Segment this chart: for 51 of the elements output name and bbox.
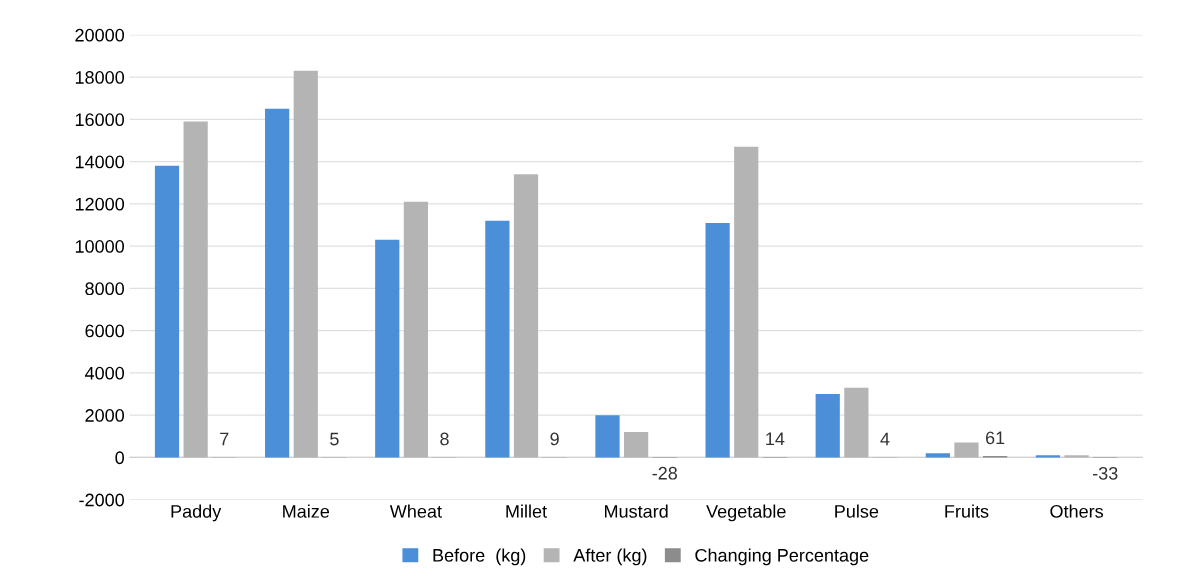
y-tick-label: 14000 [75, 155, 125, 169]
y-tick-label: 10000 [75, 240, 125, 253]
data-label: 5 [330, 432, 339, 446]
bar [595, 415, 620, 458]
bar [403, 201, 428, 458]
y-tick-label: 6000 [85, 324, 125, 338]
legend-label: After (kg) [573, 548, 647, 566]
x-tick-label: Pulse [835, 504, 879, 518]
bar [815, 394, 840, 458]
bar [954, 442, 979, 458]
y-tick-label: 20000 [75, 28, 125, 42]
x-tick-label: Maize [283, 504, 330, 518]
x-tick-label: Millet [506, 504, 547, 518]
legend-label: Before (kg) [433, 548, 526, 566]
bar [844, 387, 869, 458]
data-label: 8 [440, 432, 449, 446]
bar [265, 108, 290, 458]
data-label: 7 [220, 432, 229, 446]
bar [925, 453, 950, 458]
y-tick-label: 12000 [75, 197, 125, 211]
y-tick-label: 2000 [85, 409, 125, 422]
y-tick-label: 16000 [75, 113, 125, 127]
data-label: 14 [766, 432, 785, 446]
bar [705, 222, 730, 458]
x-tick-label: Others [1050, 504, 1104, 518]
bar [734, 146, 759, 458]
y-tick-label: -2000 [79, 493, 125, 507]
legend-label: Changing Percentage [695, 548, 869, 566]
data-label: 9 [550, 432, 559, 446]
bar [183, 121, 208, 458]
bar [485, 220, 510, 458]
y-tick-label: 4000 [84, 366, 125, 380]
x-tick-label: Fruits [945, 504, 989, 518]
bar [624, 432, 649, 458]
bar [1064, 455, 1089, 458]
data-label: 4 [880, 432, 890, 446]
x-tick-label: Mustard [604, 504, 668, 518]
bar [154, 165, 180, 458]
data-label: -33 [1092, 466, 1118, 480]
data-label: -28 [652, 466, 678, 480]
data-label: 61 [985, 431, 1005, 445]
y-tick-label: 18000 [75, 71, 125, 84]
y-tick-label: 0 [115, 451, 125, 465]
x-tick-label: Wheat [389, 504, 442, 518]
x-tick-label: Vegetable [706, 504, 786, 522]
y-tick-label: 8000 [85, 282, 125, 296]
bar [1035, 455, 1061, 458]
bar [293, 70, 318, 458]
x-tick-label: Paddy [171, 504, 222, 522]
bar [513, 174, 539, 458]
bar [375, 239, 400, 458]
